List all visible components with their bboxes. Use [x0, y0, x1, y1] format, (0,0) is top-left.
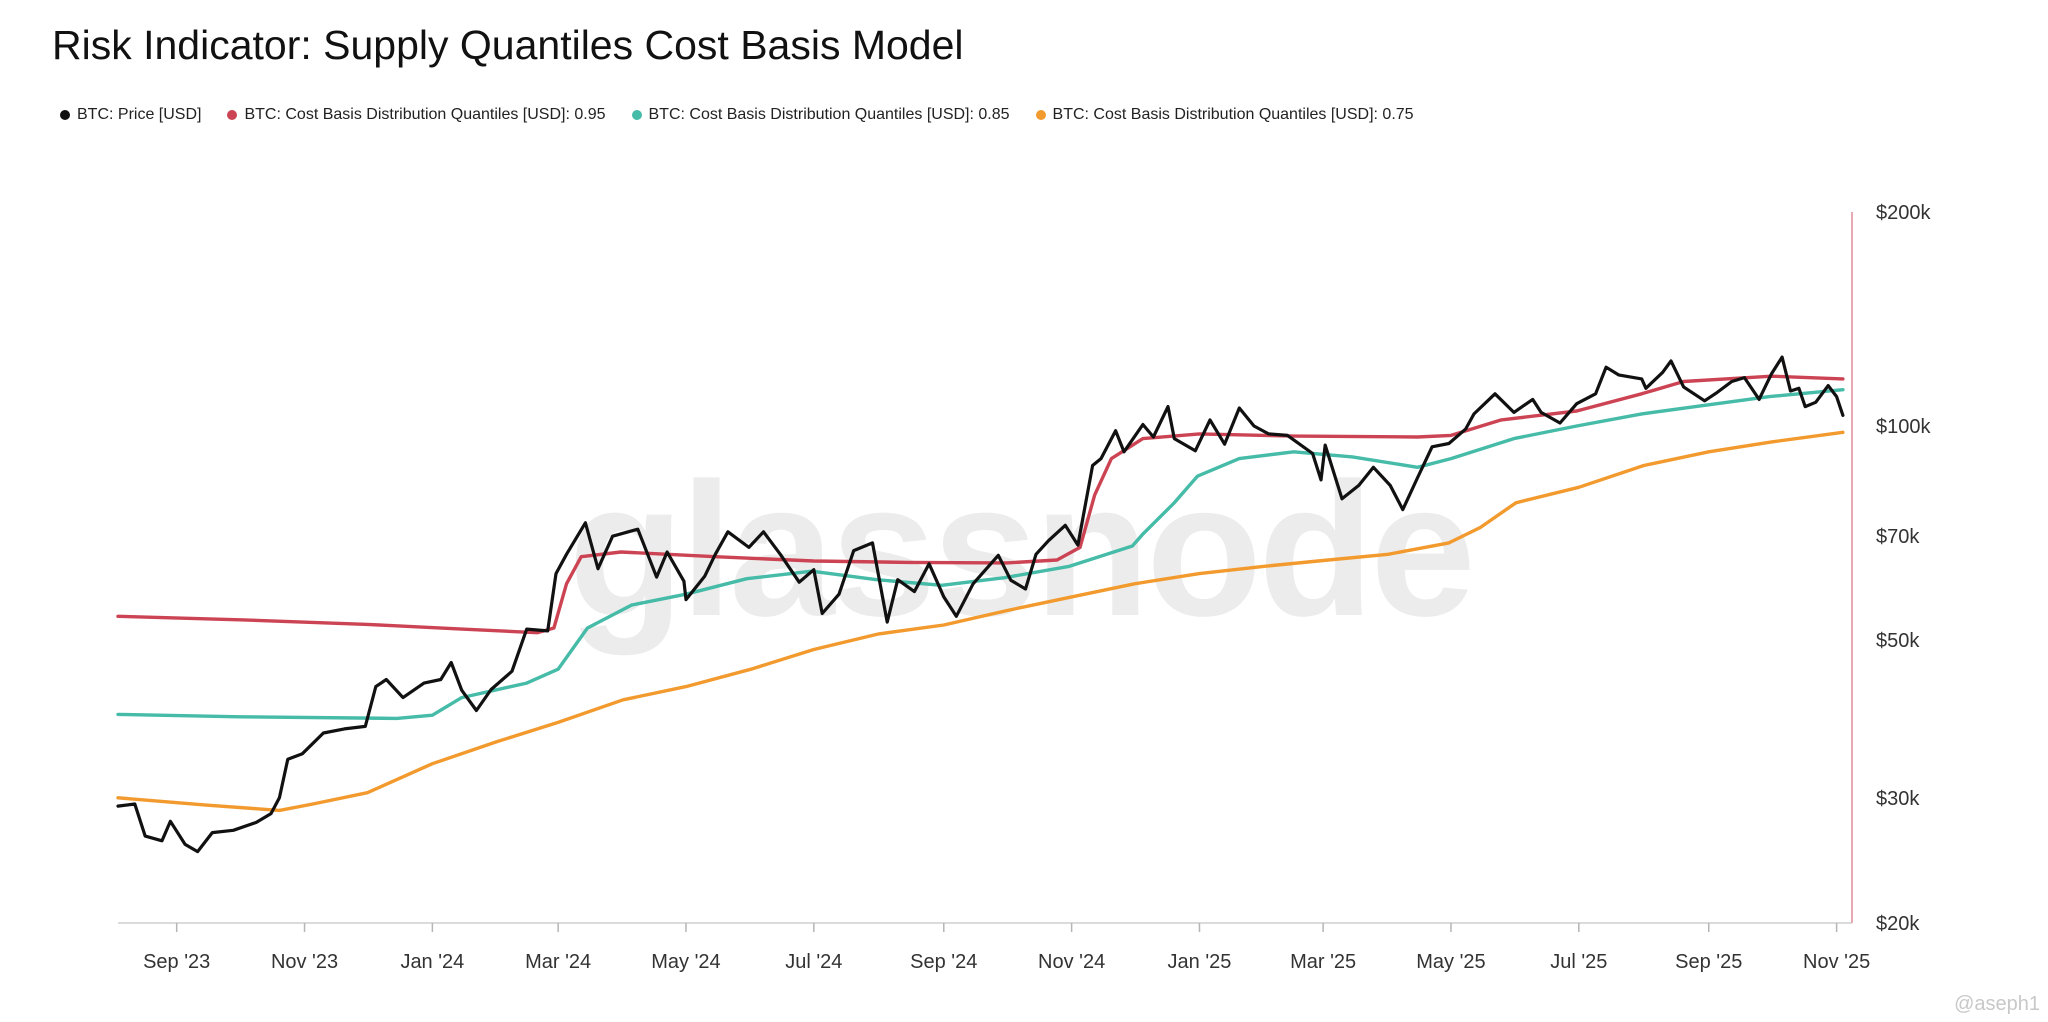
x-tick-label: Sep '25: [1675, 951, 1742, 973]
x-tick-label: Jan '24: [400, 951, 464, 973]
x-tick-label: Mar '24: [525, 951, 591, 973]
legend-item-price[interactable]: BTC: Price [USD]: [60, 106, 201, 124]
x-tick-label: Sep '23: [143, 951, 210, 973]
legend-label: BTC: Price [USD]: [77, 106, 202, 123]
y-tick-label: $50k: [1876, 630, 1920, 652]
x-tick-label: Jul '25: [1550, 951, 1607, 973]
credit-handle: @aseph1: [1954, 993, 2040, 1015]
x-tick-label: Nov '23: [271, 951, 338, 973]
y-tick-label: $30k: [1876, 788, 1920, 810]
legend-item-q75[interactable]: BTC: Cost Basis Distribution Quantiles […: [1035, 106, 1414, 124]
x-tick-label: Sep '24: [910, 951, 977, 973]
y-tick-label: $20k: [1876, 913, 1920, 935]
legend-dot-icon: [631, 110, 642, 120]
legend-dot-icon: [1035, 110, 1046, 120]
y-tick-label: $200k: [1876, 202, 1931, 224]
series-line-price[interactable]: [116, 355, 1845, 854]
x-tick-label: Nov '24: [1038, 951, 1105, 973]
legend-item-q85[interactable]: BTC: Cost Basis Distribution Quantiles […: [631, 106, 1010, 124]
x-tick-label: May '24: [651, 951, 720, 973]
legend: BTC: Price [USD] BTC: Cost Basis Distrib…: [60, 106, 1414, 124]
x-tick-label: Jul '24: [785, 951, 842, 973]
series-line-q85[interactable]: [116, 388, 1845, 721]
x-tick-label: May '25: [1416, 951, 1485, 973]
legend-label: BTC: Cost Basis Distribution Quantiles […: [244, 106, 606, 123]
legend-item-q95[interactable]: BTC: Cost Basis Distribution Quantiles […: [227, 106, 606, 124]
chart-title: Risk Indicator: Supply Quantiles Cost Ba…: [52, 22, 964, 68]
x-tick-label: Mar '25: [1290, 951, 1356, 973]
series-line-q75[interactable]: [116, 430, 1845, 813]
axes: Sep '23 Nov '23 Jan '24 Mar '24 May '24 Jul '…: [118, 202, 1931, 973]
y-tick-label: $100k: [1876, 416, 1931, 438]
legend-label: BTC: Cost Basis Distribution Quantiles […: [1052, 106, 1414, 123]
x-tick-label: Jan '25: [1168, 951, 1232, 973]
legend-label: BTC: Cost Basis Distribution Quantiles […: [648, 106, 1010, 123]
legend-dot-icon: [227, 110, 238, 120]
x-tick-label: Nov '25: [1803, 951, 1870, 973]
y-tick-label: $70k: [1876, 526, 1920, 548]
legend-dot-icon: [60, 110, 70, 120]
series-layer: [116, 355, 1845, 854]
